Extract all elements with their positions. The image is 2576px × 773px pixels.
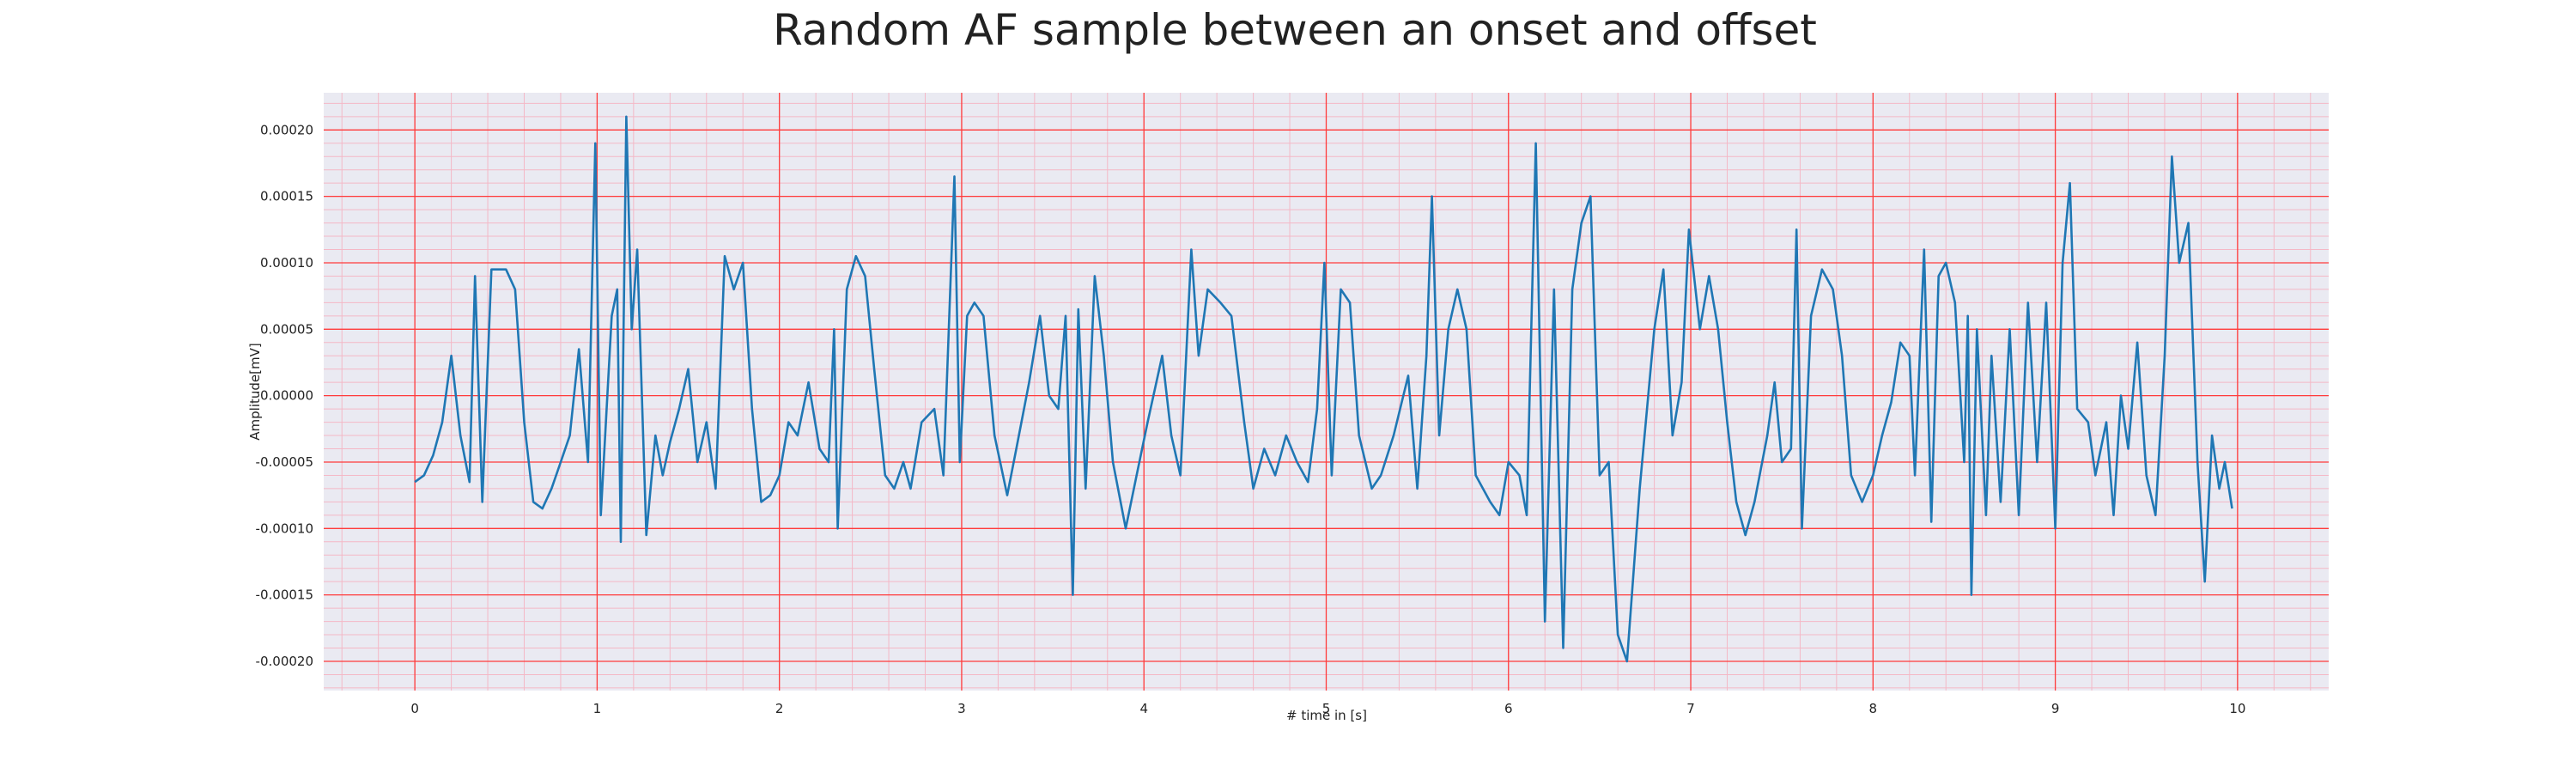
line-series <box>414 115 2233 663</box>
y-axis-label: Amplitude[mV] <box>247 343 263 440</box>
x-tick-label: 2 <box>775 701 784 716</box>
x-tick-label: 6 <box>1504 701 1513 716</box>
x-tick-label: 1 <box>593 701 602 716</box>
y-tick-label: 0.00015 <box>260 189 313 204</box>
y-tick-label: -0.00010 <box>256 520 313 536</box>
y-tick-label: 0.00000 <box>260 388 313 404</box>
y-tick-label: -0.00005 <box>256 454 313 470</box>
x-tick-label: 8 <box>1869 701 1878 716</box>
y-tick-label: 0.00010 <box>260 255 313 271</box>
x-tick-label: 10 <box>2229 701 2245 716</box>
x-tick-label: 9 <box>2051 701 2060 716</box>
x-tick-label: 3 <box>957 701 966 716</box>
x-tick-label: 7 <box>1686 701 1695 716</box>
x-tick-label: 0 <box>410 701 419 716</box>
x-axis-label: # time in [s] <box>1286 708 1367 723</box>
chart-title: Random AF sample between an onset and of… <box>773 5 1817 55</box>
y-tick-label: 0.00005 <box>260 321 313 337</box>
x-tick-label: 5 <box>1322 701 1331 716</box>
y-tick-label: -0.00020 <box>256 654 313 669</box>
y-tick-label: -0.00015 <box>256 587 313 603</box>
x-tick-label: 4 <box>1139 701 1148 716</box>
y-tick-label: 0.00020 <box>260 122 313 137</box>
